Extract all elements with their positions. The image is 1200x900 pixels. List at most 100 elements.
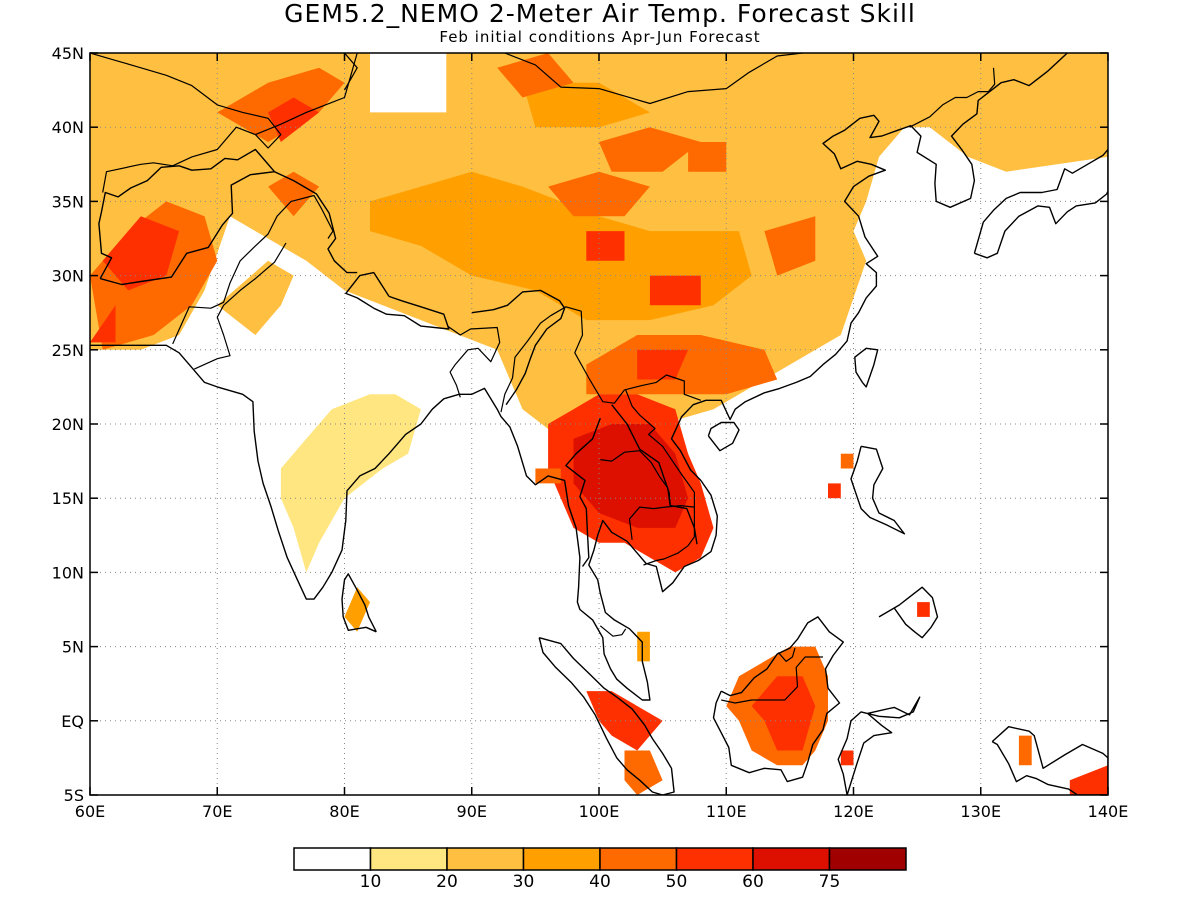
skill-region	[573, 424, 689, 528]
colorbar-label: 60	[742, 872, 764, 892]
coastline	[973, 148, 1108, 259]
axis-ticks: 60E 70E 80E 90E 100E 110E 120E 130E 140E 45N 40N 35…	[52, 44, 1129, 821]
coastline	[707, 421, 740, 452]
country-border	[599, 625, 627, 637]
colorbar-label: 20	[436, 872, 458, 892]
country-border	[343, 53, 358, 91]
colorbar-label: 50	[666, 872, 688, 892]
skill-region	[280, 394, 421, 573]
x-tick-label: 130E	[960, 802, 1001, 821]
country-border	[625, 389, 696, 540]
country-border	[172, 194, 334, 345]
skill-region	[586, 335, 778, 395]
map-subtitle: Feb initial conditions Apr-Jun Forecast	[439, 28, 761, 46]
coastline	[98, 148, 276, 286]
y-tick-label: 40N	[52, 118, 84, 137]
y-tick-label: 35N	[52, 192, 84, 211]
coastline	[712, 616, 844, 783]
graticule-grid	[90, 53, 1108, 795]
x-tick-label: 70E	[202, 802, 232, 821]
colorbar-swatch	[293, 847, 372, 871]
x-tick-label: 60E	[75, 802, 105, 821]
coastline	[471, 289, 566, 406]
colorbar-swatch	[369, 847, 448, 871]
skill-region	[637, 631, 650, 662]
coastline-layer	[90, 9, 1108, 795]
country-border	[909, 67, 996, 128]
coastline	[90, 53, 1068, 701]
country-border	[643, 507, 696, 566]
country-border	[90, 53, 282, 193]
y-tick-label: 45N	[52, 44, 84, 63]
skill-region	[637, 349, 689, 380]
colorbar-label: 75	[819, 872, 841, 892]
coastline	[854, 347, 879, 388]
coastline	[345, 271, 450, 330]
skill-region	[586, 231, 625, 261]
skill-region	[1069, 765, 1108, 795]
y-tick-label: 5S	[64, 786, 84, 805]
colorbar-swatch	[522, 847, 601, 871]
country-border	[777, 647, 796, 663]
country-border	[600, 450, 671, 508]
country-border	[721, 656, 823, 704]
skill-region	[828, 483, 841, 499]
colorbar-label: 30	[513, 872, 535, 892]
coastline	[850, 445, 906, 535]
coastline	[991, 726, 1108, 795]
colorbar-swatch	[446, 847, 525, 871]
skill-shading-layer	[90, 53, 1108, 795]
x-tick-label: 110E	[706, 802, 747, 821]
skill-region	[649, 275, 701, 306]
skill-region	[217, 67, 345, 142]
y-tick-label: EQ	[61, 712, 84, 731]
skill-region	[751, 676, 816, 751]
country-border	[194, 242, 287, 370]
y-tick-label: 20N	[52, 415, 84, 434]
skill-region	[217, 260, 294, 335]
coastline	[341, 573, 377, 633]
colorbar: 10 20 30 40 50 60 75	[293, 847, 907, 892]
skill-region	[599, 127, 701, 172]
skill-region	[90, 305, 116, 343]
coastline	[565, 417, 601, 567]
skill-region	[102, 216, 180, 291]
skill-region	[344, 587, 370, 632]
colorbar-label: 40	[589, 872, 611, 892]
coastline	[274, 171, 358, 274]
y-tick-label: 10N	[52, 563, 84, 582]
country-border	[255, 53, 358, 136]
colorbar-label: 10	[360, 872, 382, 892]
x-tick-label: 100E	[579, 802, 620, 821]
skill-region	[522, 82, 650, 128]
x-tick-label: 90E	[457, 802, 487, 821]
skill-region	[840, 750, 854, 766]
skill-region	[268, 171, 320, 217]
y-tick-label: 30N	[52, 267, 84, 286]
skill-region	[497, 53, 574, 98]
skill-region	[917, 602, 930, 617]
x-tick-label: 140E	[1088, 802, 1129, 821]
country-border	[447, 325, 501, 398]
skill-region	[1018, 735, 1032, 766]
country-border	[500, 306, 702, 413]
colorbar-swatch	[675, 847, 754, 871]
colorbar-swatch	[752, 847, 831, 871]
map-title: GEM5.2_NEMO 2-Meter Air Temp. Forecast S…	[284, 0, 916, 28]
y-tick-label: 25N	[52, 341, 84, 360]
country-border	[439, 53, 804, 105]
skill-region	[268, 97, 320, 142]
y-tick-label: 5N	[62, 638, 84, 657]
y-tick-label: 15N	[52, 489, 84, 508]
coastline	[538, 637, 675, 795]
x-tick-label: 80E	[329, 802, 359, 821]
skill-region	[624, 750, 663, 795]
colorbar-swatch	[828, 847, 907, 871]
country-border	[803, 9, 854, 43]
skill-region	[764, 216, 816, 276]
skill-region	[688, 142, 727, 172]
x-tick-label: 120E	[833, 802, 874, 821]
skill-region	[586, 691, 663, 751]
colorbar-swatch	[599, 847, 678, 871]
